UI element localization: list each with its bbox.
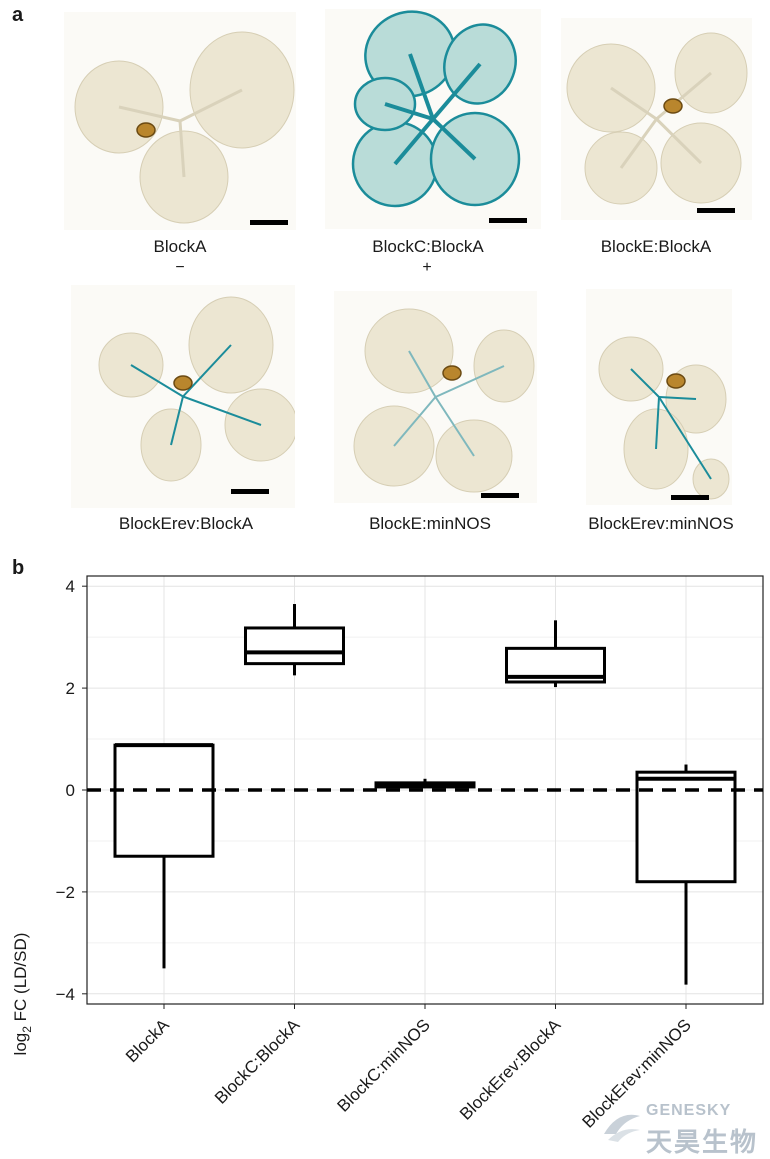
box-blocka [113,743,215,969]
box-body [113,743,215,858]
scale-bar [671,495,709,500]
x-tick-label: BlockErev:BlockA [456,1015,565,1124]
photo-label-blocka: BlockA [153,237,207,256]
scale-bar [489,218,527,223]
scale-bar [250,220,288,225]
box-blockerev-minnos [635,764,737,985]
panel-a-letter: a [12,4,24,26]
photo-label-blocke-blocka: BlockE:BlockA [600,237,712,256]
seedling-photo-blocke-blocka [561,18,752,220]
seedling-photo-blockc-blocka [325,9,541,229]
seedling-photo-blockerev-minnos [586,289,732,505]
y-tick-label: 2 [66,679,75,698]
x-tick-label: BlockC:BlockA [211,1015,304,1108]
seedling-photo-blocka [64,12,296,230]
photo-label-blockc-blocka: BlockC:BlockA [372,237,484,256]
seedling-photo-blocke-minnos [334,291,537,503]
scale-bar [697,208,735,213]
y-tick-label: 0 [66,781,75,800]
photo-sign-blockc-blocka: + [422,259,432,276]
box-blockc-blocka [244,604,345,676]
y-tick-label: 4 [66,577,75,596]
watermark-brand: GENESKY [646,1102,732,1119]
box-blockc-minnos [374,778,476,789]
box-plot: −4 −2 0 2 4 BlockA BlockC:BlockA BlockC:minNOS… [11,575,764,1132]
photo-label-blocke-minnos: BlockE:minNOS [369,514,491,533]
photo-sign-blocka: − [175,259,185,276]
panel-b-letter: b [12,557,25,579]
box-body [244,626,345,666]
scale-bar [481,493,519,498]
y-tick-label: −2 [56,883,75,902]
photo-label-blockerev-minnos: BlockErev:minNOS [588,514,734,533]
x-tick-label: BlockA [122,1015,173,1066]
y-tick-label: −4 [56,985,75,1004]
seedling-photo-blockerev-blocka [71,285,295,508]
scale-bar [231,489,269,494]
box-blockerev-blocka [505,620,606,688]
genesky-watermark: GENESKY 天昊生物 [600,1100,770,1158]
x-tick-label: BlockC:minNOS [334,1015,434,1115]
y-axis-label: log2 FC (LD/SD) [11,933,34,1056]
photo-label-blockerev-blocka: BlockErev:BlockA [118,514,254,533]
watermark-chinese: 天昊生物 [646,1128,759,1158]
genesky-logo-icon [604,1114,640,1142]
